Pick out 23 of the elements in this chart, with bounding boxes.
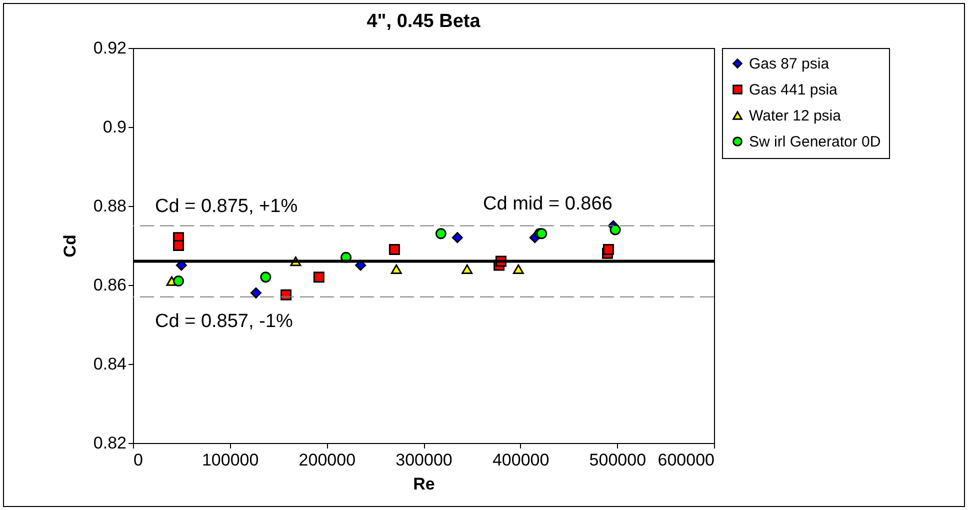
x-tick-label: 500000 (589, 450, 646, 470)
ref-line-label: Cd = 0.857, -1% (155, 310, 293, 332)
ref-line-label: Cd = 0.875, +1% (155, 196, 298, 217)
x-tick-label: 200000 (298, 450, 356, 470)
legend-label: Water 12 psia (749, 108, 842, 124)
ref-line-label: Cd mid = 0.866 (483, 193, 612, 214)
x-tick-label: 100000 (202, 450, 259, 470)
x-tick-label: 400000 (492, 450, 550, 470)
y-tick-label: 0.82 (93, 434, 126, 452)
legend-label: Gas 87 psia (749, 56, 830, 72)
y-axis-title: Cd (60, 234, 80, 258)
x-tick-label: 600000 (658, 450, 714, 470)
y-tick-label: 0.88 (93, 196, 126, 216)
x-tick-label: 300000 (396, 450, 452, 470)
y-tick-label: 0.84 (93, 354, 126, 374)
y-tick-label: 0.9 (102, 118, 126, 136)
legend-label: Gas 441 psia (749, 82, 838, 98)
x-tick-label: 0 (134, 450, 143, 470)
x-axis-title: Re (413, 474, 435, 494)
y-tick-label: 0.86 (93, 276, 126, 294)
y-tick-label: 0.92 (93, 38, 126, 58)
legend-label: Sw irl Generator 0D (749, 134, 881, 150)
chart-title: 4", 0.45 Beta (366, 11, 481, 32)
